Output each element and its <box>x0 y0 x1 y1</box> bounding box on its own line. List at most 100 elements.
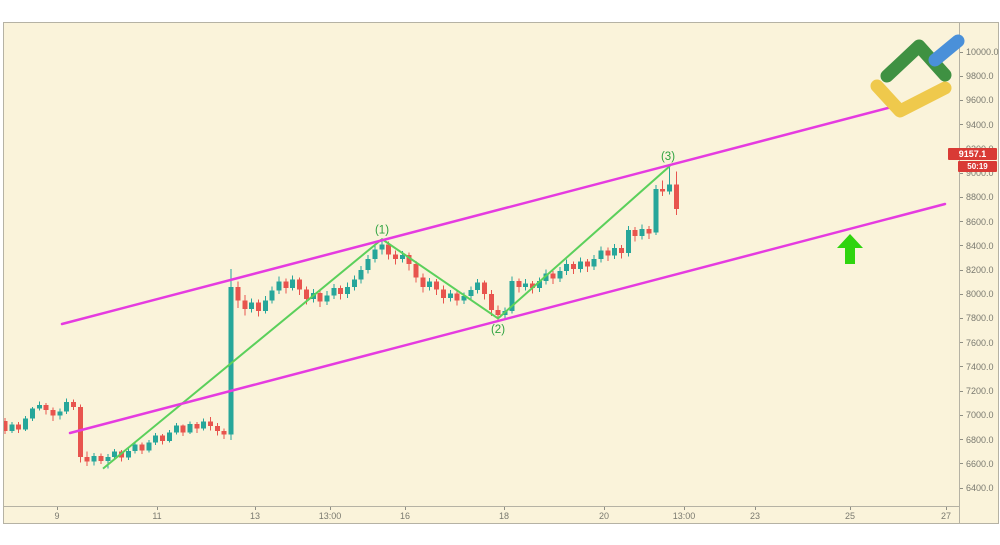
candle <box>91 455 97 462</box>
time-tick-mark <box>946 507 947 510</box>
price-tick-label: 7600.0 <box>966 337 994 348</box>
price-tick-mark <box>960 390 963 392</box>
price-tick-mark <box>960 317 963 319</box>
candle <box>64 402 70 412</box>
candle <box>468 289 474 297</box>
candle <box>125 451 131 458</box>
candle <box>50 409 56 416</box>
candle <box>43 405 49 410</box>
time-tick-mark <box>850 507 851 510</box>
candle <box>84 457 90 462</box>
candle <box>495 309 501 315</box>
candle <box>673 184 679 209</box>
candle <box>71 402 76 407</box>
candle <box>105 457 111 461</box>
price-tick-label: 8800.0 <box>966 192 994 203</box>
price-tick-mark <box>960 196 963 198</box>
candle <box>221 431 227 435</box>
candle <box>194 423 200 429</box>
price-tick-mark <box>960 487 963 489</box>
candle <box>523 283 529 287</box>
candle <box>598 250 604 260</box>
candle <box>358 270 364 280</box>
price-tick-mark <box>960 75 963 77</box>
candle <box>372 249 378 260</box>
time-tick-label: 13 <box>249 511 261 521</box>
price-tick-mark <box>960 124 963 126</box>
candle <box>153 435 159 443</box>
price-tick-mark <box>960 221 963 223</box>
candle <box>365 259 371 270</box>
price-tick-label: 6600.0 <box>966 458 994 469</box>
price-tick-label: 10000.0 <box>966 47 999 57</box>
time-tick-mark <box>684 507 685 510</box>
candle <box>392 254 398 260</box>
candle <box>132 444 138 452</box>
candle <box>577 261 583 269</box>
price-tick-mark <box>960 293 963 295</box>
candle-wick <box>107 454 109 469</box>
candle <box>235 286 241 301</box>
candle <box>639 228 645 237</box>
wave-label: (3) <box>661 151 675 163</box>
candle <box>482 282 487 295</box>
price-tick-label: 7000.0 <box>966 410 994 421</box>
price-tick-mark <box>960 414 963 416</box>
time-axis[interactable]: 9 11 13 13:00 16 18 20 13:00 23 25 27 <box>4 507 959 523</box>
candle <box>290 279 296 289</box>
price-tick-mark <box>960 366 963 368</box>
candle <box>666 184 672 192</box>
candle <box>276 281 282 291</box>
candle <box>475 282 481 290</box>
candle <box>550 273 556 279</box>
candle <box>427 281 433 287</box>
candle <box>36 405 42 409</box>
candle <box>98 455 104 461</box>
candle <box>166 432 172 441</box>
time-tick-label: 13:00 <box>318 511 342 521</box>
buy-arrow-icon <box>836 234 864 269</box>
candle-wick <box>668 165 670 195</box>
price-tick-label: 7800.0 <box>966 313 994 324</box>
time-tick-label: 13:00 <box>672 511 696 521</box>
price-tick-label: 9600.0 <box>966 95 994 106</box>
candle <box>29 408 35 419</box>
candle <box>379 244 385 250</box>
chart-panel: (1) (2) (3) 9157.1 50:19 6400.0 6600.0 6800.… <box>3 22 999 524</box>
price-tick-mark <box>960 245 963 247</box>
price-tick-mark <box>960 439 963 441</box>
candle <box>612 248 618 256</box>
price-tick-label: 9400.0 <box>966 119 994 130</box>
candle <box>139 444 145 451</box>
candle <box>16 424 22 430</box>
price-tick-label: 6800.0 <box>966 434 994 445</box>
candle <box>447 293 453 298</box>
price-tick-mark <box>960 269 963 271</box>
candle <box>516 280 522 287</box>
time-tick-mark <box>755 507 756 510</box>
candle <box>509 280 515 312</box>
time-axis-separator <box>4 506 960 507</box>
price-tick-mark <box>960 99 963 101</box>
price-tick-label: 7400.0 <box>966 361 994 372</box>
price-tick-label: 8200.0 <box>966 265 994 275</box>
candle <box>399 254 405 260</box>
candle <box>646 228 652 234</box>
candle <box>255 302 261 312</box>
price-tick-label: 8600.0 <box>966 216 994 227</box>
time-tick-mark <box>330 507 331 510</box>
price-tick-mark <box>960 172 963 174</box>
wave-label: (1) <box>375 224 389 236</box>
logo-blue-segment-icon <box>928 34 965 67</box>
time-tick-mark <box>604 507 605 510</box>
time-tick-label: 25 <box>844 511 856 521</box>
candle <box>324 295 330 302</box>
price-tick-label: 6400.0 <box>966 483 994 493</box>
time-tick-label: 11 <box>152 511 162 521</box>
last-price-badge: 9157.1 <box>948 148 997 161</box>
candle <box>386 244 392 255</box>
candle <box>351 279 357 287</box>
chart-canvas[interactable]: (1) (2) (3) <box>4 23 959 506</box>
candle-wick <box>662 180 664 197</box>
